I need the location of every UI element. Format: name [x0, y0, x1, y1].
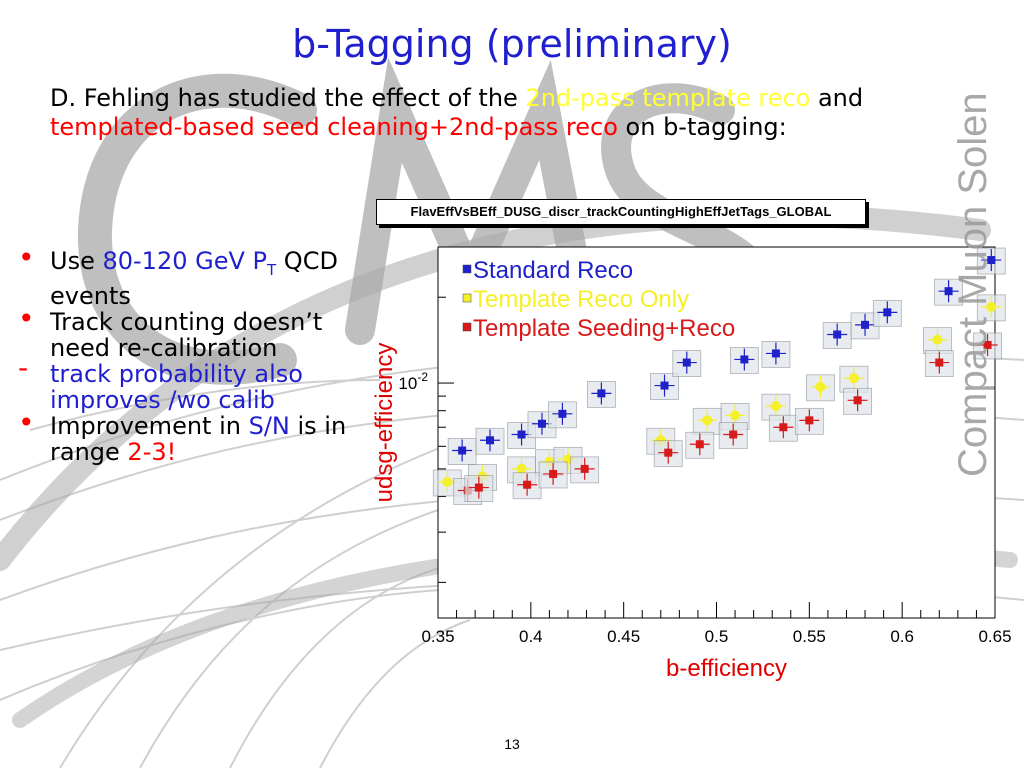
cms-watermark-text: Compact Muon Solenoid [951, 92, 995, 477]
histogram-name-box: FlavEffVsBEff_DUSG_discr_trackCountingHi… [376, 199, 866, 225]
bullet-text: is in range [50, 411, 347, 466]
data-point [815, 381, 826, 392]
bullet-item-track-probability: - track probability also improves /wo ca… [18, 353, 363, 414]
data-point [833, 330, 842, 339]
bullet-text: track probability also improves /wo cali… [50, 359, 303, 414]
data-point [771, 349, 780, 358]
slide-title: b-Tagging (preliminary) [292, 22, 732, 66]
data-point [883, 308, 892, 317]
data-point [861, 320, 870, 329]
bullet-item-track-counting: • Track counting doesn’t need re-calibra… [18, 301, 363, 362]
x-axis-label: b-efficiency [666, 655, 787, 682]
svg-text:Compact Muon Solenoid: Compact Muon Solenoid [951, 92, 995, 477]
x-tick-label: 0.6 [890, 627, 914, 646]
bullet-text: Track counting doesn’t need re-calibrati… [50, 307, 323, 362]
data-point [986, 301, 997, 312]
bullet-highlight-sn: S/N [248, 411, 290, 440]
data-point [987, 256, 996, 265]
bullet-item-improvement: • Improvement in S/N is in range 2-3! [18, 405, 363, 466]
x-tick-label: 0.65 [978, 627, 1011, 646]
data-point [458, 446, 467, 455]
data-point [983, 340, 992, 349]
legend-swatch [462, 264, 472, 274]
data-point [853, 396, 862, 405]
bullet-dot: • [18, 405, 35, 439]
data-point [597, 389, 606, 398]
data-point [485, 436, 494, 445]
data-point [702, 415, 713, 426]
intro-text-1: D. Fehling has studied the effect of the [50, 84, 526, 112]
bullet-highlight-energy: 80-120 GeV P [102, 247, 267, 275]
bullet-highlight-range: 2-3! [127, 437, 177, 466]
x-tick-label: 0.45 [607, 627, 640, 646]
data-point [558, 409, 567, 418]
data-point [848, 373, 859, 384]
data-point [935, 358, 944, 367]
legend-swatch [462, 322, 472, 332]
legend-label: Template Reco Only [473, 286, 689, 313]
bullet-dot: • [18, 241, 35, 274]
legend-swatch [462, 293, 472, 303]
bullet-subscript: T [267, 260, 277, 279]
bullet-dot: • [18, 301, 35, 335]
data-point [695, 440, 704, 449]
data-point [682, 358, 691, 367]
data-point [580, 464, 589, 473]
data-point [779, 423, 788, 432]
intro-text-3: on b-tagging: [617, 113, 787, 141]
bullet-item-events: • Use 80-120 GeV PT QCD events [18, 241, 363, 310]
data-point [537, 419, 546, 428]
legend-label: Standard Reco [473, 257, 633, 284]
x-tick-label: 0.4 [519, 627, 543, 646]
data-point [660, 381, 669, 390]
bullet-text: Use [50, 247, 103, 275]
x-tick-label: 0.5 [705, 627, 729, 646]
bullet-text: QCD events [50, 247, 338, 310]
y-tick-label: 10-2 [398, 370, 428, 393]
intro-text-2: and [810, 84, 864, 112]
data-point [770, 401, 781, 412]
data-point [523, 480, 532, 489]
legend-label: Template Seeding+Reco [473, 315, 735, 342]
data-point [932, 334, 943, 345]
intro-highlight-seed-cleaning: templated-based seed cleaning+2nd-pass r… [50, 113, 618, 141]
data-point [442, 476, 453, 487]
bullet-list: • Use 80-120 GeV PT QCD events • Track c… [18, 241, 363, 466]
data-point [740, 355, 749, 364]
bullet-dash: - [18, 350, 29, 384]
data-point [474, 483, 483, 492]
x-tick-label: 0.35 [421, 627, 454, 646]
data-point [730, 410, 741, 421]
data-point [944, 287, 953, 296]
data-point [729, 430, 738, 439]
data-point [516, 463, 527, 474]
data-point [549, 469, 558, 478]
data-point [805, 416, 814, 425]
page-number: 13 [504, 736, 520, 752]
data-point [664, 448, 673, 457]
x-tick-label: 0.55 [793, 627, 826, 646]
y-axis-label: udsg-efficiency [371, 343, 398, 503]
intro-highlight-template-reco: 2nd-pass template reco [525, 84, 811, 112]
bullet-text: Improvement in [50, 411, 249, 440]
data-point [517, 430, 526, 439]
intro-paragraph: D. Fehling has studied the effect of the… [50, 84, 970, 142]
